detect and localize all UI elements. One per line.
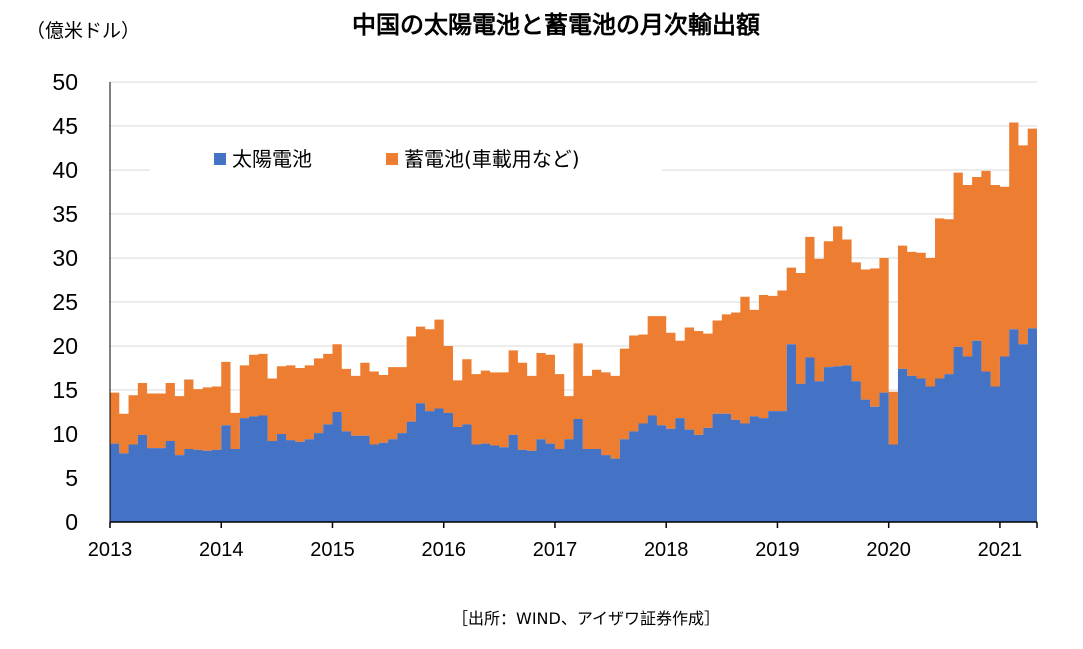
y-tick-label: 15	[52, 377, 78, 403]
legend-swatch-solar	[214, 153, 226, 165]
y-tick-label: 10	[52, 421, 78, 447]
y-tick-label: 25	[52, 289, 78, 315]
x-tick-label: 2013	[88, 539, 133, 561]
series-solar-area	[110, 328, 1037, 522]
x-tick-label: 2019	[755, 539, 800, 561]
y-tick-label: 0	[65, 509, 78, 535]
y-tick-label: 5	[65, 465, 78, 491]
legend: 太陽電池 蓄電池(車載用など)	[150, 141, 662, 175]
x-tick-label: 2014	[199, 539, 244, 561]
x-tick-label: 2021	[978, 539, 1023, 561]
x-tick-label: 2018	[644, 539, 689, 561]
y-tick-label: 40	[52, 157, 78, 183]
x-tick-label: 2020	[866, 539, 911, 561]
y-tick-labels: 0 5 10 15 20 25 30 35 40 45 50	[52, 69, 78, 535]
x-tick-label: 2016	[421, 539, 466, 561]
x-tick-labels: 2013 2014 2015 2016 2017 2018 2019 2020 2021	[88, 539, 1022, 561]
y-unit-label: （億米ドル）	[26, 20, 140, 42]
y-tick-label: 35	[52, 201, 78, 227]
y-tick-label: 30	[52, 245, 78, 271]
legend-label-battery: 蓄電池(車載用など)	[404, 147, 580, 171]
source-note: ［出所：WIND、アイザワ証券作成］	[452, 609, 720, 628]
y-tick-label: 45	[52, 113, 78, 139]
x-tick-label: 2017	[533, 539, 578, 561]
x-tick-label: 2015	[310, 539, 355, 561]
legend-label-solar: 太陽電池	[232, 147, 312, 171]
chart-title: 中国の太陽電池と蓄電池の月次輸出額	[352, 11, 760, 39]
legend-swatch-battery	[386, 153, 398, 165]
y-tick-label: 50	[52, 69, 78, 95]
y-tick-label: 20	[52, 333, 78, 359]
plot-area	[110, 122, 1037, 522]
axes	[109, 82, 1038, 528]
